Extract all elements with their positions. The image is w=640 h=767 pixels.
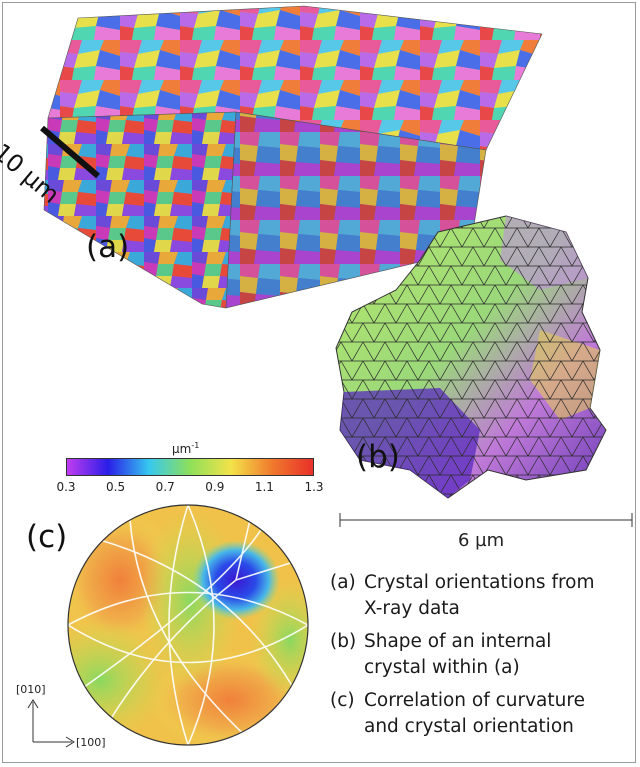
axis-label-010: [010] [16,683,46,696]
legend-text: and crystal orientation [364,716,574,737]
colorbar-tick: 1.3 [304,480,324,494]
legend-text: crystal within (a) [364,657,520,678]
colorbar-tick: 1.1 [254,480,274,494]
colorbar-tick: 0.3 [56,480,76,494]
legend-key: (c) [330,690,355,711]
panel-label-b: (b) [356,439,400,475]
legend-text: Correlation of curvature [364,690,585,711]
legend-text: Crystal orientations from [364,572,595,593]
scale-label-6um: 6 µm [458,530,505,551]
colorbar-unit: µm-1 [172,441,200,456]
legend-text: Shape of an internal [364,631,552,652]
axis-label-100: [100] [76,736,106,749]
colorbar-tick: 0.7 [155,480,175,494]
colorbar-tick: 0.5 [106,480,126,494]
legend-text: X-ray data [364,598,460,619]
colorbar [66,458,314,476]
panel-label-c: (c) [26,519,68,555]
legend-key: (b) [330,631,357,652]
colorbar-tick: 0.9 [205,480,225,494]
legend-key: (a) [330,572,356,593]
colorbar-ticks: 0.3 0.5 0.7 0.9 1.1 1.3 [56,480,323,494]
panel-label-a: (a) [86,229,130,265]
